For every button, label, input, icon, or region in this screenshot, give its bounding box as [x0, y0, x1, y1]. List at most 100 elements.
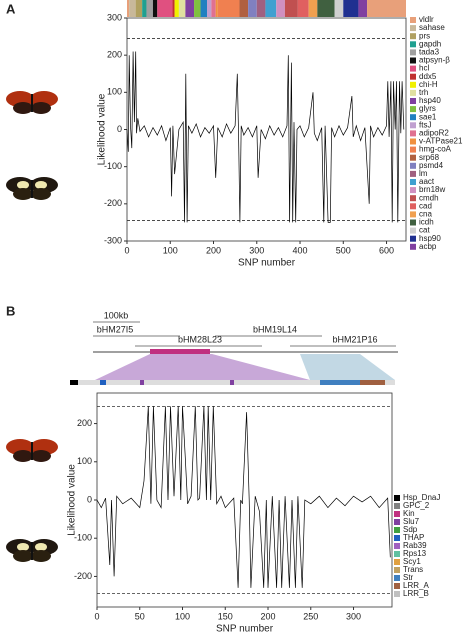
legend-label: hsp90 — [419, 234, 441, 243]
y-tick-label: -100 — [74, 533, 92, 543]
x-axis-label: SNP number — [216, 624, 274, 635]
gene-block — [308, 0, 318, 17]
legend-label: adipoR2 — [419, 129, 449, 138]
legend-label: Rab39 — [403, 541, 427, 550]
legend-swatch — [410, 243, 416, 250]
legend-label: glyrs — [419, 104, 436, 113]
y-tick-label: -100 — [104, 161, 122, 171]
gene-block — [129, 0, 136, 17]
gene-block — [207, 0, 212, 17]
legend-label: cad — [419, 201, 432, 210]
gene-block — [194, 0, 201, 17]
legend-swatch — [410, 73, 416, 80]
legend-swatch — [394, 535, 400, 541]
legend-swatch — [394, 559, 400, 565]
legend-label: vldlr — [419, 15, 434, 24]
gene-block — [334, 0, 344, 17]
y-tick-label: 100 — [107, 87, 122, 97]
legend-swatch — [410, 33, 416, 40]
legend-label: THAP — [403, 533, 424, 542]
legend-swatch — [410, 154, 416, 161]
legend-label: LRR_B — [403, 589, 429, 598]
gene-block — [276, 0, 285, 17]
gene-block — [174, 0, 179, 17]
legend-swatch — [410, 17, 416, 23]
legend-label: v-ATPase21 — [419, 137, 463, 146]
y-axis-label: Likelihood value — [97, 93, 108, 165]
y-tick-label: 300 — [107, 12, 122, 22]
legend-swatch — [410, 106, 416, 113]
x-tick-label: 600 — [379, 245, 394, 255]
legend-label: Str — [403, 573, 414, 582]
gene-block — [146, 0, 153, 17]
gene-block — [297, 0, 309, 17]
legend-label: icdh — [419, 218, 434, 227]
butterflies — [6, 91, 58, 562]
x-tick-label: 100 — [163, 245, 178, 255]
gene-block — [284, 0, 298, 17]
gene-block — [172, 0, 175, 17]
legend-label: Scy1 — [403, 557, 421, 566]
legend-swatch — [410, 187, 416, 194]
legend-swatch — [410, 25, 416, 32]
legend-label: Sdp — [403, 525, 418, 534]
legend-label: Slu7 — [403, 517, 420, 526]
gene-block — [215, 0, 218, 17]
y-tick-label: 200 — [77, 418, 92, 428]
gene-block — [127, 0, 130, 17]
gene-block — [248, 0, 257, 17]
legend-swatch — [394, 495, 400, 501]
legend-label: cat — [419, 226, 430, 235]
legend-label: Trans — [403, 565, 423, 574]
x-tick-label: 50 — [135, 611, 145, 621]
legend-label: cmdh — [419, 193, 439, 202]
legend-swatch — [410, 211, 416, 218]
clone-label: bHM19L14 — [253, 324, 297, 334]
x-axis-label: SNP number — [238, 258, 296, 269]
x-tick-label: 300 — [249, 245, 264, 255]
gene-block — [265, 0, 277, 17]
legend-swatch — [410, 89, 416, 96]
likelihood-line — [126, 51, 405, 223]
legend-swatch — [410, 195, 416, 202]
x-tick-label: 100 — [175, 611, 190, 621]
legend-swatch — [394, 527, 400, 533]
legend-label: ddx5 — [419, 72, 437, 81]
gene-block — [256, 0, 266, 17]
legend-swatch — [410, 57, 416, 64]
legend-swatch — [394, 575, 400, 581]
legend-label: srp68 — [419, 153, 440, 162]
legend-swatch — [410, 219, 416, 226]
gene-block — [200, 0, 208, 17]
gene-block — [317, 0, 335, 17]
legend-swatch — [394, 511, 400, 517]
legend-label: prs — [419, 31, 430, 40]
legend-label: gapdh — [419, 39, 441, 48]
y-tick-label: -200 — [104, 198, 122, 208]
legend-swatch — [394, 551, 400, 557]
legend-label: tada3 — [419, 48, 440, 57]
x-tick-label: 200 — [260, 611, 275, 621]
x-tick-label: 0 — [94, 611, 99, 621]
gene-block — [142, 0, 147, 17]
legend-label: brn18w — [419, 185, 445, 194]
y-tick-label: 100 — [77, 456, 92, 466]
likelihood-line — [96, 406, 391, 588]
legend-label: LRR_A — [403, 581, 429, 590]
legend-label: hsp40 — [419, 96, 441, 105]
legend-swatch — [394, 519, 400, 525]
gene-block — [211, 0, 216, 17]
legend-swatch — [410, 227, 416, 234]
x-tick-label: 250 — [303, 611, 318, 621]
clone-label: bHM27I5 — [97, 324, 134, 334]
legend-label: trh — [419, 88, 428, 97]
x-tick-label: 200 — [206, 245, 221, 255]
y-tick-label: -200 — [74, 571, 92, 581]
legend-label: hmg-coA — [419, 145, 452, 154]
gene-block — [185, 0, 195, 17]
legend-label: sahase — [419, 23, 445, 32]
legend-swatch — [394, 567, 400, 573]
legend-swatch — [410, 130, 416, 137]
gene-block — [157, 0, 173, 17]
